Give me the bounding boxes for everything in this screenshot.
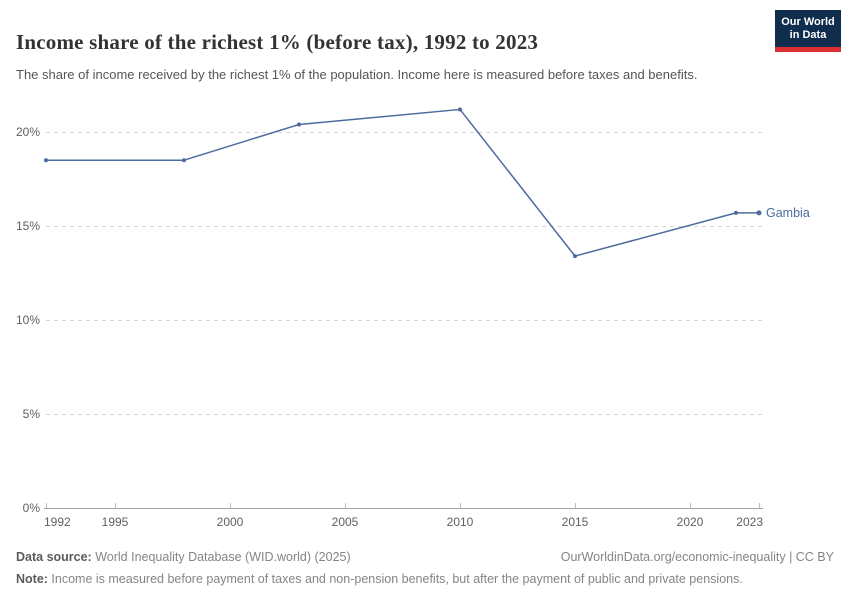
x-axis-tick-label: 2000 [217, 515, 244, 529]
note-label: Note: [16, 572, 48, 586]
logo-line-1: Our World [781, 15, 835, 28]
data-source-line: Data source: World Inequality Database (… [16, 548, 351, 566]
x-axis-tick-label: 1992 [44, 515, 71, 529]
data-point [297, 122, 301, 127]
y-axis-tick-label: 5% [23, 407, 41, 421]
owid-url-link[interactable]: OurWorldinData.org/economic-inequality |… [560, 550, 834, 564]
y-axis-tick-label: 10% [16, 313, 40, 327]
x-axis-tick-label: 2015 [562, 515, 589, 529]
series-label-gambia[interactable]: Gambia [766, 206, 810, 220]
data-point [182, 158, 186, 163]
data-point [734, 210, 738, 215]
x-axis-tick-label: 2023 [736, 515, 763, 529]
y-axis-tick-label: 15% [16, 219, 40, 233]
data-point [756, 210, 762, 216]
data-point [573, 254, 577, 259]
chart-footer: Data source: World Inequality Database (… [16, 548, 834, 588]
chart-subtitle: The share of income received by the rich… [16, 67, 698, 82]
note-line: Note: Income is measured before payment … [16, 572, 743, 586]
data-source-text: World Inequality Database (WID.world) (2… [91, 550, 351, 564]
page-title: Income share of the richest 1% (before t… [16, 30, 539, 55]
x-axis-tick-label: 2020 [677, 515, 704, 529]
logo-line-2: in Data [789, 28, 827, 41]
data-point [458, 107, 462, 112]
line-chart: 0% 5% 10% 15% 20% 1992 1995 2000 2005 2010 2015 202… [16, 107, 810, 529]
owid-logo[interactable]: Our World in Data [775, 10, 841, 52]
x-axis-tick-label: 2010 [447, 515, 474, 529]
note-text: Income is measured before payment of tax… [47, 572, 743, 586]
x-axis-tick-label: 1995 [102, 515, 129, 529]
y-axis-tick-label: 0% [23, 501, 41, 515]
data-point [44, 158, 48, 163]
series-line [45, 108, 760, 257]
y-axis-tick-label: 20% [16, 125, 40, 139]
x-axis-tick-label: 2005 [332, 515, 359, 529]
data-source-label: Data source: [16, 550, 92, 564]
